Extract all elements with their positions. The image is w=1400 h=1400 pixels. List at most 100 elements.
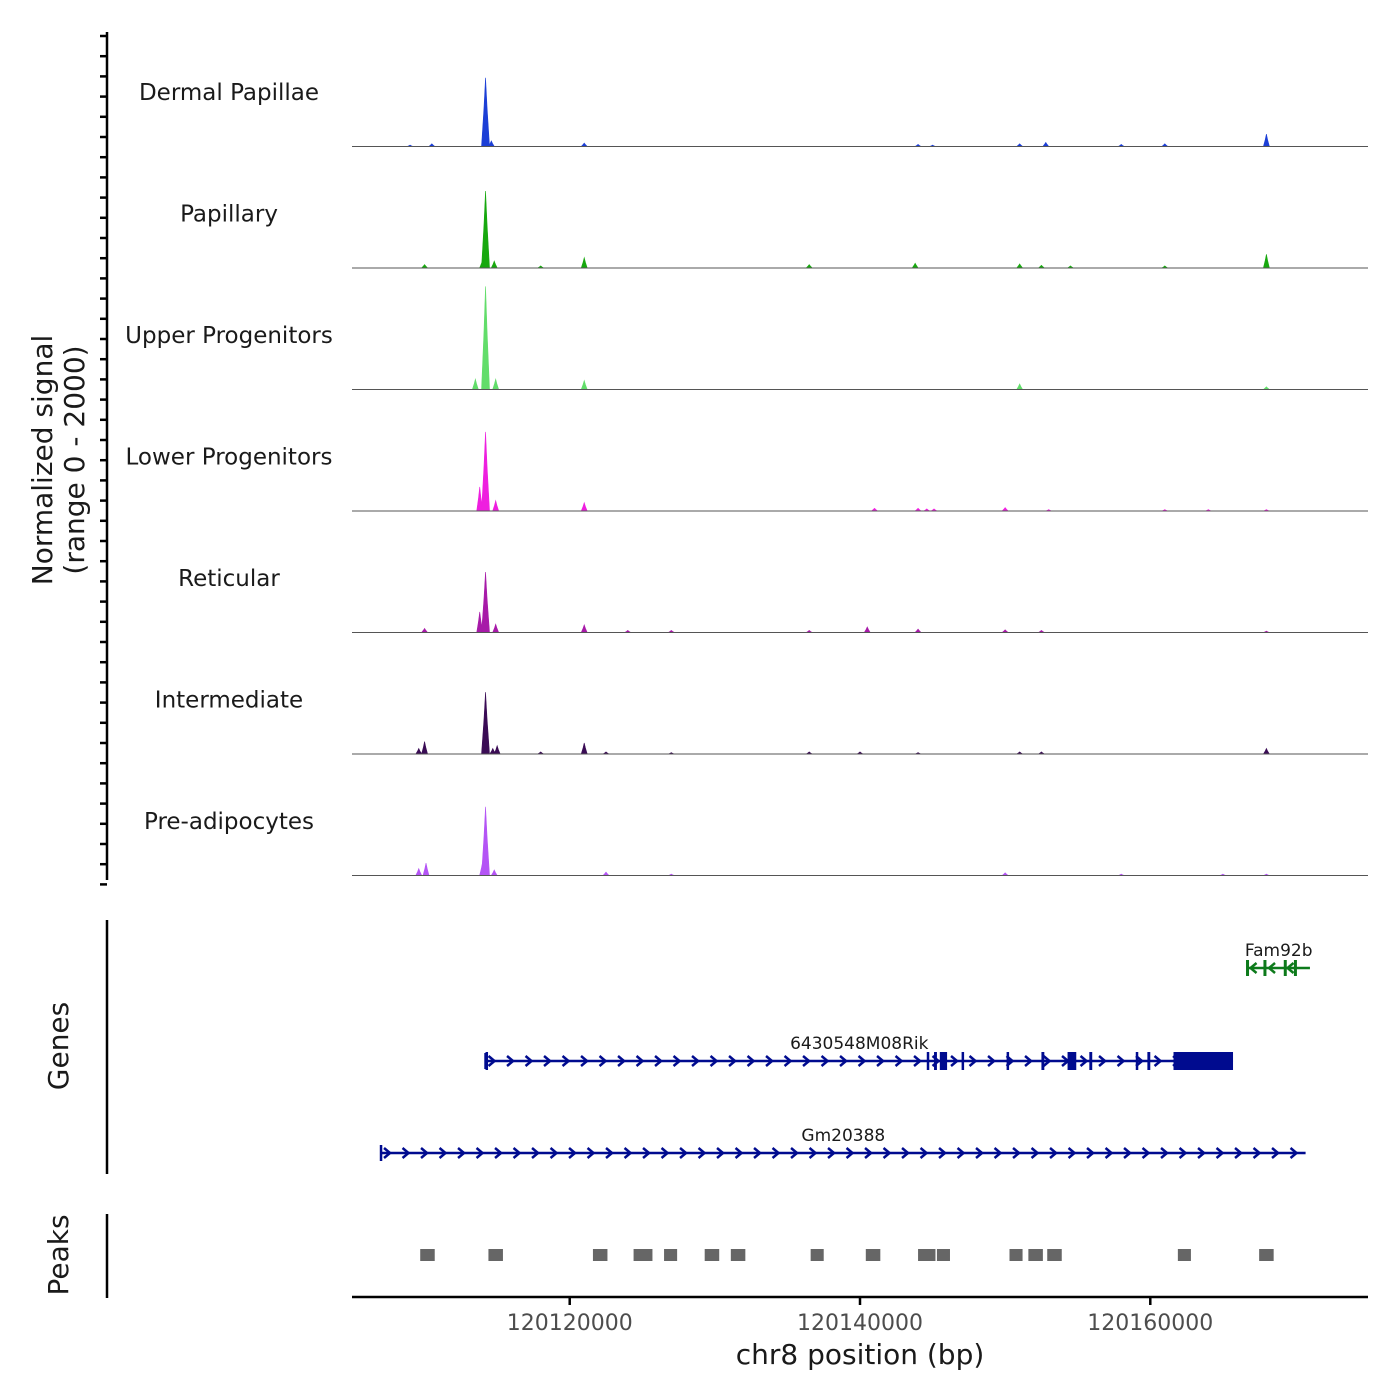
strand-chevron (864, 1147, 873, 1159)
strand-chevron (635, 1055, 645, 1067)
gene-label: Fam92b (1245, 941, 1313, 961)
exon (1293, 960, 1297, 976)
strand-chevron (956, 1147, 966, 1159)
strand-chevron (605, 1147, 614, 1159)
strand-chevron (1178, 1147, 1188, 1159)
strand-chevron (882, 1147, 892, 1159)
strand-chevron (438, 1147, 448, 1159)
strand-chevron (475, 1147, 485, 1159)
x-axis-label: chr8 position (bp) (736, 1338, 985, 1371)
strand-chevron (487, 1055, 497, 1067)
strand-chevron (561, 1055, 571, 1067)
strand-chevron (383, 1147, 392, 1159)
strand-chevron (919, 1147, 929, 1159)
track-papillary: Papillary (180, 190, 1368, 269)
strand-chevron (827, 1147, 836, 1159)
signal-axis-label-range: (range 0 - 2000) (58, 345, 91, 574)
track-label: Upper Progenitors (125, 323, 333, 349)
exon (1006, 1052, 1010, 1070)
peak-region (592, 1249, 608, 1261)
peaks-axis-label: Peaks (42, 1214, 75, 1295)
strand-chevron (975, 1147, 984, 1159)
track-upper-progenitors: Upper Progenitors (125, 286, 1368, 390)
strand-chevron (1049, 1147, 1058, 1159)
strand-chevron (1153, 1055, 1163, 1067)
track-label: Intermediate (155, 688, 303, 714)
peak-region (420, 1249, 435, 1261)
strand-chevron (790, 1147, 799, 1159)
strand-chevron (987, 1055, 996, 1067)
signal-area (352, 571, 1368, 633)
exon (1067, 1052, 1077, 1070)
strand-chevron (1160, 1147, 1169, 1159)
strand-chevron (1030, 1147, 1040, 1159)
strand-chevron (734, 1147, 744, 1159)
exon (1263, 960, 1267, 976)
track-pre-adipocytes: Pre-adipocytes (144, 806, 1368, 876)
peak-region (1028, 1249, 1043, 1261)
track-dermal-papillae: Dermal Papillae (139, 77, 1368, 147)
strand-chevron (494, 1147, 503, 1159)
exon (934, 1052, 937, 1070)
x-tick-label: 120160000 (1087, 1311, 1213, 1336)
strand-chevron (901, 1147, 910, 1159)
strand-chevron (808, 1147, 818, 1159)
peak-region (865, 1249, 881, 1261)
exon (1283, 960, 1287, 976)
strand-chevron (709, 1055, 719, 1067)
signal-axis-label: Normalized signal (26, 335, 59, 586)
peak-region (1177, 1249, 1191, 1261)
strand-chevron (845, 1147, 855, 1159)
peak-region (664, 1249, 678, 1261)
strand-chevron (506, 1055, 515, 1067)
strand-chevron (1285, 962, 1295, 974)
strand-chevron (716, 1147, 725, 1159)
genes-axis-label: Genes (42, 1002, 75, 1090)
strand-chevron (598, 1055, 608, 1067)
peak-regions (420, 1249, 1274, 1261)
strand-chevron (746, 1055, 756, 1067)
peak-region (488, 1249, 503, 1261)
strand-chevron (802, 1055, 811, 1067)
strand-chevron (783, 1055, 793, 1067)
x-tick-label: 120140000 (797, 1311, 923, 1336)
strand-chevron (1086, 1147, 1095, 1159)
exon (1089, 1052, 1093, 1070)
signal-area (352, 806, 1368, 876)
gene-6430548m08rik: 6430548M08Rik (484, 1034, 1234, 1070)
peak-region (936, 1249, 950, 1261)
strand-chevron (697, 1147, 707, 1159)
strand-chevron (820, 1055, 830, 1067)
track-intermediate: Intermediate (155, 688, 1368, 755)
strand-chevron (1234, 1147, 1243, 1159)
strand-chevron (457, 1147, 466, 1159)
strand-chevron (580, 1055, 589, 1067)
strand-chevron (1067, 1147, 1077, 1159)
strand-chevron (654, 1055, 663, 1067)
strand-chevron (568, 1147, 577, 1159)
strand-chevron (1104, 1147, 1114, 1159)
strand-chevron (543, 1055, 552, 1067)
exon (1147, 1052, 1151, 1070)
strand-chevron (1042, 1055, 1052, 1067)
strand-chevron (586, 1147, 596, 1159)
signal-area (352, 692, 1368, 755)
signal-axis (100, 32, 109, 886)
track-label: Papillary (180, 202, 278, 228)
strand-chevron (771, 1147, 781, 1159)
strand-chevron (1215, 1147, 1225, 1159)
gene-label: Gm20388 (801, 1126, 885, 1146)
strand-chevron (765, 1055, 774, 1067)
strand-chevron (420, 1147, 429, 1159)
strand-chevron (672, 1055, 682, 1067)
strand-chevron (1123, 1147, 1132, 1159)
track-label: Dermal Papillae (139, 80, 319, 106)
strand-chevron (1197, 1147, 1206, 1159)
track-label: Reticular (178, 566, 280, 592)
track-reticular: Reticular (178, 566, 1368, 633)
strand-chevron (1079, 1055, 1089, 1067)
peak-region (1047, 1249, 1062, 1261)
strand-chevron (549, 1147, 559, 1159)
strand-chevron (857, 1055, 867, 1067)
